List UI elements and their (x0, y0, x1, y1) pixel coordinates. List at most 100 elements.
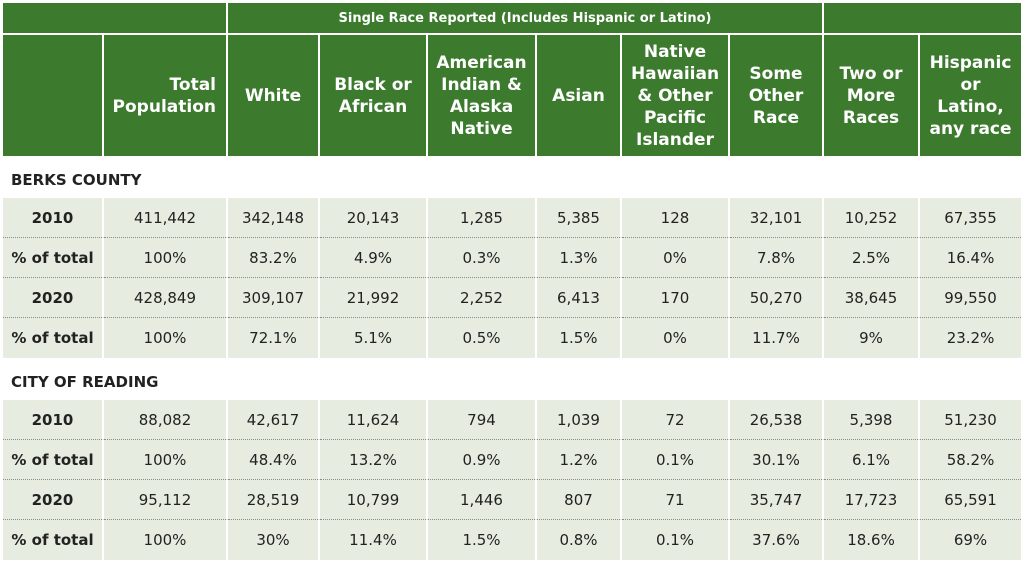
table-row: % of total 100% 30% 11.4% 1.5% 0.8% 0.1% 37.6% 1… (3, 520, 1022, 560)
table-cell: 170 (622, 278, 730, 318)
table-cell: 72 (622, 400, 730, 440)
super-header-row: Single Race Reported (Includes Hispanic … (3, 3, 1022, 35)
table-row: 2020 95,112 28,519 10,799 1,446 807 71 35,747 17… (3, 480, 1022, 520)
header-line: Black or (334, 74, 412, 95)
header-some-other-race: Some Other Race (730, 35, 825, 156)
header-line: White (244, 85, 302, 106)
header-total-population: Total Population (104, 35, 228, 156)
table-row: 2020 428,849 309,107 21,992 2,252 6,413 170 50,… (3, 278, 1022, 318)
row-label: 2020 (3, 278, 104, 318)
header-line: More (846, 85, 896, 106)
header-line: African (338, 96, 408, 117)
table-cell: 4.9% (320, 238, 428, 278)
super-header-single-race: Single Race Reported (Includes Hispanic … (228, 3, 825, 35)
table-cell: 58.2% (920, 440, 1022, 480)
table-cell: 794 (428, 400, 537, 440)
table-cell: 69% (920, 520, 1022, 560)
table-cell: 1,039 (537, 400, 622, 440)
header-line: Latino, (937, 96, 1004, 117)
table-cell: 428,849 (104, 278, 228, 318)
row-label: 2010 (3, 400, 104, 440)
super-header-blank (3, 3, 228, 35)
table-cell: 42,617 (228, 400, 320, 440)
table-cell: 18.6% (824, 520, 921, 560)
header-line: Native (643, 41, 707, 62)
header-line: Some (749, 63, 803, 84)
column-header-row: Total Population White Black or African … (3, 35, 1022, 156)
table-cell: 1,446 (428, 480, 537, 520)
header-native-hawaiian: Native Hawaiian & Other Pacific Islander (622, 35, 730, 156)
table-cell: 21,992 (320, 278, 428, 318)
table-cell: 807 (537, 480, 622, 520)
header-line: Native (450, 118, 513, 139)
section-title: CITY OF READING (3, 358, 1022, 400)
header-line: Other (748, 85, 804, 106)
header-line: Races (842, 107, 900, 128)
row-label: % of total (3, 238, 104, 278)
section-title: BERKS COUNTY (3, 156, 1022, 198)
table-cell: 13.2% (320, 440, 428, 480)
table-cell: 1.3% (537, 238, 622, 278)
table-cell: 83.2% (228, 238, 320, 278)
table-cell: 32,101 (730, 198, 825, 238)
table-cell: 30% (228, 520, 320, 560)
table-cell: 51,230 (920, 400, 1022, 440)
table-cell: 16.4% (920, 238, 1022, 278)
table-cell: 99,550 (920, 278, 1022, 318)
header-line: or (960, 74, 981, 95)
header-american-indian: American Indian & Alaska Native (428, 35, 537, 156)
table-cell: 5,398 (824, 400, 921, 440)
table-cell: 37.6% (730, 520, 825, 560)
table-cell: 0.3% (428, 238, 537, 278)
table-cell: 28,519 (228, 480, 320, 520)
table-cell: 35,747 (730, 480, 825, 520)
table-row: 2010 88,082 42,617 11,624 794 1,039 72 26,538 5,… (3, 400, 1022, 440)
table-row: % of total 100% 83.2% 4.9% 0.3% 1.3% 0% 7.8% 2.5… (3, 238, 1022, 278)
table-cell: 9% (824, 318, 921, 358)
table-cell: 342,148 (228, 198, 320, 238)
table-cell: 6,413 (537, 278, 622, 318)
table-cell: 7.8% (730, 238, 825, 278)
table-cell: 50,270 (730, 278, 825, 318)
header-line: Race (752, 107, 800, 128)
table-cell: 2.5% (824, 238, 921, 278)
header-line: Hispanic (929, 52, 1012, 73)
header-line: & Other (637, 85, 713, 106)
table-cell: 11.7% (730, 318, 825, 358)
table-cell: 17,723 (824, 480, 921, 520)
table-cell: 1.5% (537, 318, 622, 358)
row-label: % of total (3, 520, 104, 560)
header-line: Indian & (441, 74, 522, 95)
table-cell: 6.1% (824, 440, 921, 480)
table-cell: 20,143 (320, 198, 428, 238)
row-label: 2010 (3, 198, 104, 238)
table-cell: 71 (622, 480, 730, 520)
table-cell: 30.1% (730, 440, 825, 480)
table-cell: 5.1% (320, 318, 428, 358)
header-line: Hawaiian (630, 63, 720, 84)
header-line: American (436, 52, 527, 73)
table-cell: 11.4% (320, 520, 428, 560)
super-header-blank-right (824, 3, 1022, 35)
header-line: Islander (636, 129, 714, 150)
row-label: % of total (3, 318, 104, 358)
header-line: Population (112, 96, 216, 117)
table-cell: 2,252 (428, 278, 537, 318)
table-cell: 5,385 (537, 198, 622, 238)
header-asian: Asian (537, 35, 622, 156)
row-label: % of total (3, 440, 104, 480)
header-white: White (228, 35, 320, 156)
header-line: any race (929, 118, 1012, 139)
table-cell: 65,591 (920, 480, 1022, 520)
table-cell: 100% (104, 440, 228, 480)
table-cell: 0.8% (537, 520, 622, 560)
table-cell: 72.1% (228, 318, 320, 358)
table-cell: 0% (622, 318, 730, 358)
header-line: Asian (552, 85, 605, 106)
table-cell: 309,107 (228, 278, 320, 318)
table-cell: 11,624 (320, 400, 428, 440)
table-cell: 411,442 (104, 198, 228, 238)
section-row: BERKS COUNTY (3, 156, 1022, 198)
table-body: BERKS COUNTY 2010 411,442 342,148 20,143 1,28… (3, 156, 1022, 560)
table-cell: 26,538 (730, 400, 825, 440)
